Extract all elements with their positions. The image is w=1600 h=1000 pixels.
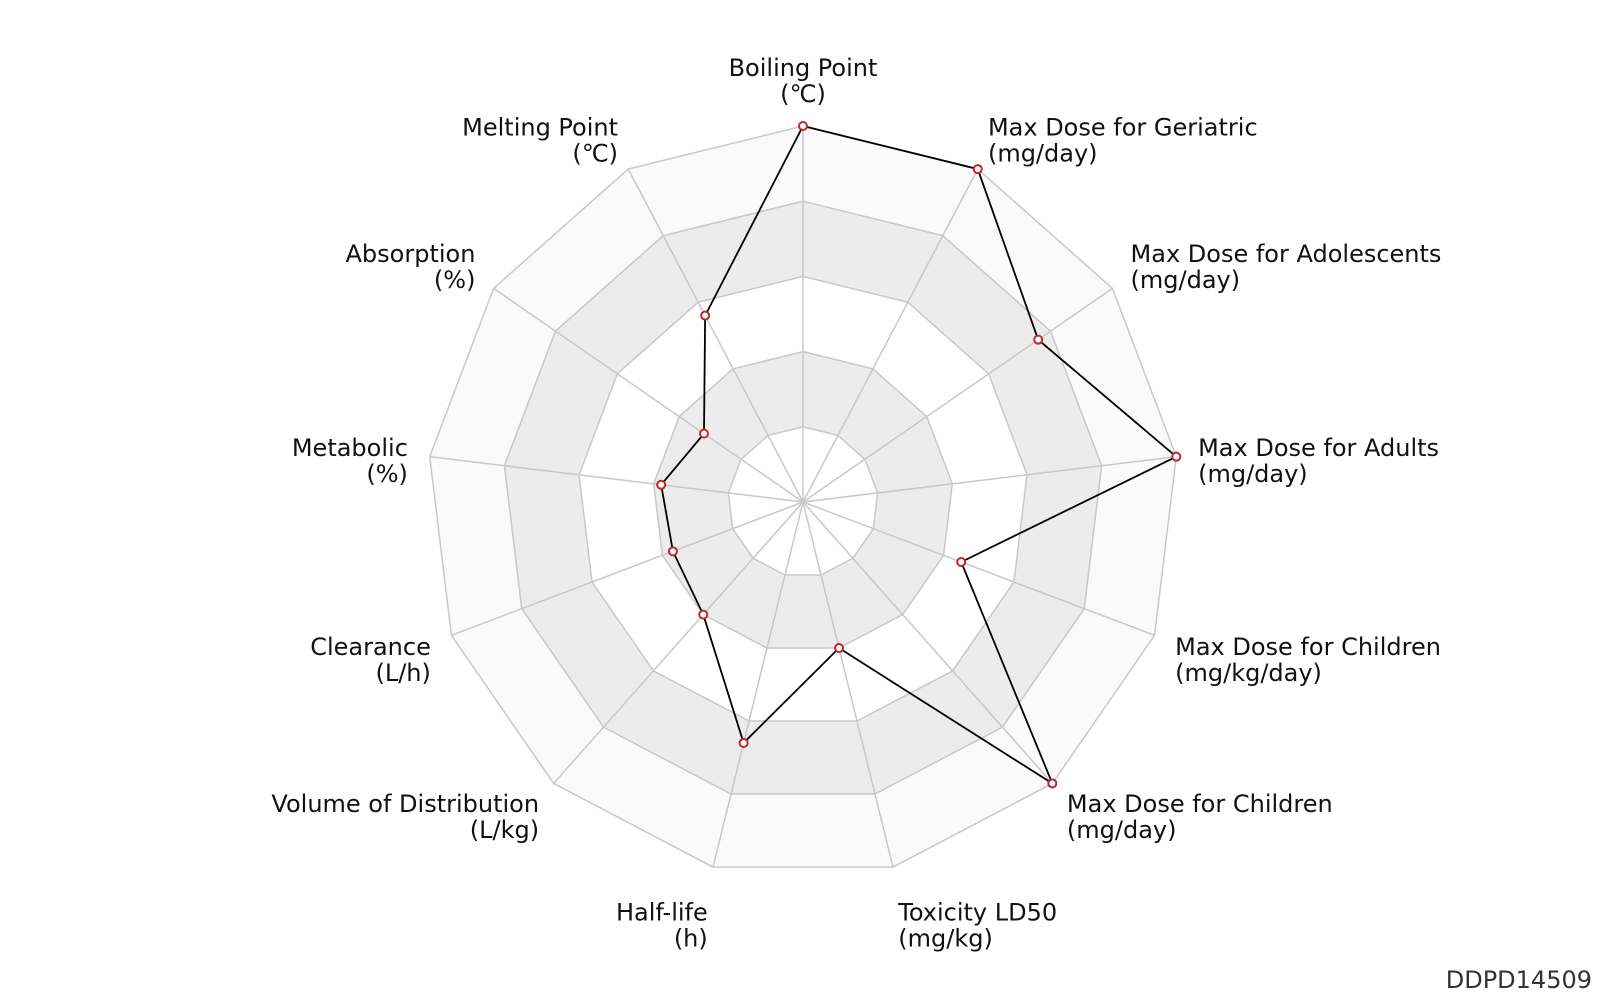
data-point — [698, 609, 709, 620]
axis-label-name: Toxicity LD50 — [897, 898, 1057, 926]
data-point — [1171, 451, 1182, 462]
data-point — [700, 310, 711, 321]
axis-label: Max Dose for Children (mg/day) — [1067, 790, 1333, 844]
axis-label-unit: (L/h) — [375, 659, 430, 687]
axis-label-unit: (%) — [366, 460, 408, 488]
axis-label-name: Absorption — [346, 240, 476, 268]
axis-labels: Boiling Point (℃)Max Dose for Geriatric (m… — [271, 54, 1441, 952]
grid-ring — [428, 125, 1178, 868]
axis-label-name: Max Dose for Geriatric — [988, 114, 1258, 142]
axis-label-name: Clearance — [310, 633, 431, 661]
axis-label-unit: (℃) — [572, 140, 618, 168]
axis-spoke — [553, 501, 804, 784]
data-point — [656, 479, 667, 490]
data-point — [738, 737, 749, 748]
axis-label-name: Max Dose for Adolescents — [1131, 240, 1442, 268]
grid-ring — [652, 350, 954, 649]
radar-spokes — [429, 126, 1177, 868]
data-point — [667, 546, 678, 557]
axis-label-unit: (mg/day) — [1131, 266, 1241, 294]
axis-label-unit: (h) — [674, 924, 708, 952]
axis-label: Metabolic (%) — [292, 434, 408, 488]
axis-spoke — [802, 501, 894, 868]
axis-spoke — [451, 501, 804, 637]
axis-label-name: Max Dose for Adults — [1198, 434, 1439, 462]
axis-label-unit: (mg/kg/day) — [1175, 659, 1322, 687]
grid-ring — [727, 426, 879, 576]
data-point — [1047, 778, 1058, 789]
data-point — [1033, 334, 1044, 345]
axis-label: Max Dose for Adults (mg/day) — [1198, 434, 1439, 488]
axis-spoke — [802, 455, 1177, 503]
data-point — [956, 557, 967, 567]
axis-label: Melting Point (℃) — [462, 114, 618, 168]
axis-label: Clearance (L/h) — [310, 633, 431, 687]
axis-label-unit: (L/kg) — [470, 816, 539, 844]
axis-spoke — [627, 168, 804, 503]
axis-spoke — [802, 501, 1053, 784]
axis-label: Boiling Point (℃) — [729, 54, 878, 108]
axis-label-unit: (mg/day) — [1067, 816, 1177, 844]
axis-label-unit: (%) — [434, 266, 476, 294]
axis-label-unit: (mg/day) — [988, 140, 1098, 168]
axis-label-unit: (mg/day) — [1198, 460, 1308, 488]
chart-id-label: DDPD14509 — [1445, 966, 1592, 994]
axis-label: Max Dose for Adolescents (mg/day) — [1131, 240, 1442, 294]
grid-ring — [503, 200, 1103, 795]
axis-label: Max Dose for Children (mg/kg/day) — [1175, 633, 1441, 687]
axis-label-name: Volume of Distribution — [271, 790, 539, 818]
data-point — [698, 428, 709, 439]
axis-label: Max Dose for Geriatric (mg/day) — [988, 114, 1258, 168]
axis-label: Volume of Distribution (L/kg) — [271, 790, 539, 844]
data-point — [833, 643, 844, 654]
data-point — [972, 164, 983, 175]
axis-label-name: Max Dose for Children — [1067, 790, 1333, 818]
axis-spoke — [429, 455, 804, 503]
data-series — [656, 121, 1182, 789]
axis-label-name: Boiling Point — [729, 54, 878, 82]
data-point — [798, 121, 808, 131]
axis-label-name: Melting Point — [462, 114, 618, 142]
axis-label-unit: (℃) — [780, 80, 826, 108]
axis-spoke — [802, 168, 979, 503]
axis-label-unit: (mg/kg) — [898, 924, 993, 952]
axis-spoke — [493, 287, 804, 503]
axis-spoke — [802, 287, 1113, 503]
grid-ring — [578, 275, 1028, 722]
axis-label: Half-life (h) — [616, 898, 708, 952]
radar-grid-lines — [428, 125, 1178, 868]
axis-label-name: Max Dose for Children — [1175, 633, 1441, 661]
axis-label-name: Half-life — [616, 898, 708, 926]
axis-label: Absorption (%) — [346, 240, 476, 294]
axis-spoke — [712, 501, 804, 868]
axis-label-name: Metabolic — [292, 434, 408, 462]
axis-label: Toxicity LD50 (mg/kg) — [897, 898, 1057, 952]
series-line — [660, 124, 1178, 786]
axis-spoke — [802, 501, 1155, 637]
